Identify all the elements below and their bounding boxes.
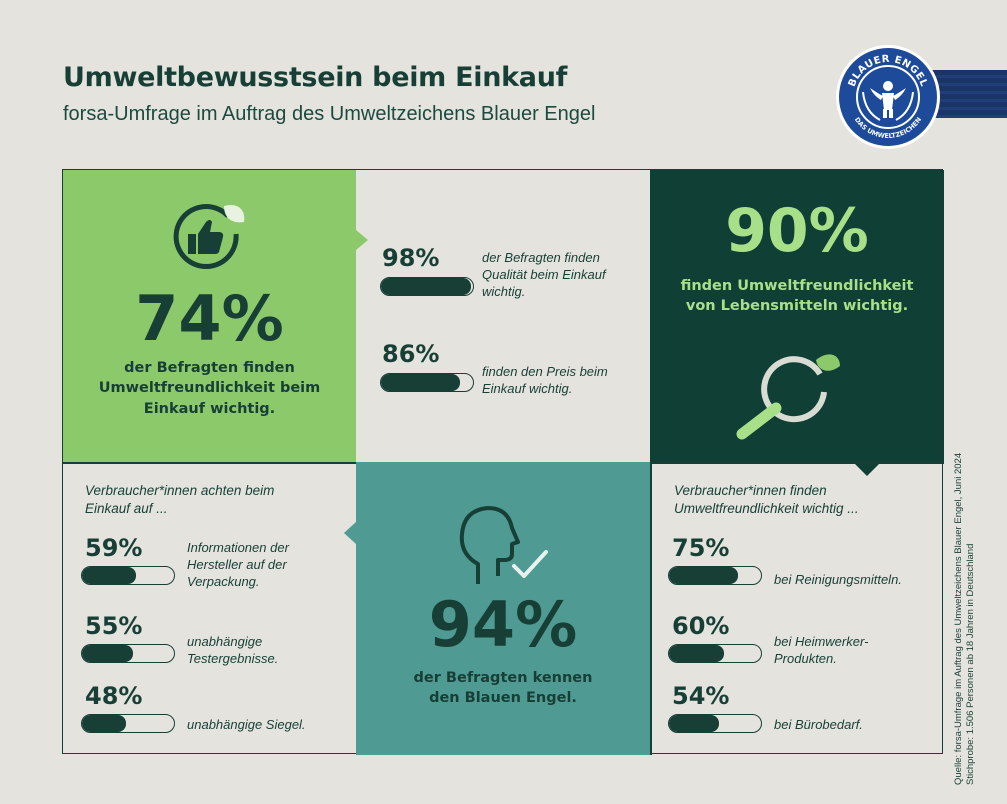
stats-grid: 74% der Befragten finden Umweltfreundlic… (62, 169, 944, 755)
desc-75: bei Reinigungsmitteln. (774, 572, 902, 589)
text-line: den Blauen Engel. (429, 690, 577, 707)
page-title: Umweltbewusstsein beim Einkauf (63, 62, 568, 93)
desc-55: unabhängige Testergebnisse. (187, 634, 278, 668)
panel-90-text: finden Umweltfreundlichkeit von Lebensmi… (650, 276, 944, 317)
text-line: finden Umweltfreundlichkeit (680, 278, 914, 294)
text-line: Umweltfreundlichkeit beim (98, 380, 321, 397)
blauer-engel-logo: BLAUER ENGEL DAS UMWELTZEICHEN (836, 45, 940, 149)
intro-text: Verbraucher*innen finden Umweltfreundlic… (674, 482, 859, 518)
text-line: unabhängige Siegel. (187, 717, 306, 732)
percent-75: 75% (672, 534, 730, 562)
text-line: Umweltfreundlichkeit wichtig ... (674, 501, 859, 517)
text-line: finden den Preis beim (482, 364, 608, 379)
bar-fill (669, 567, 738, 584)
panel-quality-price: 98% der Befragten finden Qualität beim E… (356, 170, 650, 462)
bar-fill (82, 567, 137, 584)
source-note: Quelle: forsa-Umfrage im Auftrag des Umw… (953, 453, 977, 785)
desc-54: bei Bürobedarf. (774, 717, 863, 734)
bar-fill (381, 278, 472, 295)
text-line: Einkauf wichtig. (482, 380, 573, 396)
panel-90: 90% finden Umweltfreundlichkeit von Lebe… (650, 170, 944, 462)
bar-fill (669, 645, 725, 662)
text-line: Einkauf auf ... (85, 501, 168, 517)
percent-59: 59% (85, 534, 143, 562)
text-line: bei Bürobedarf. (774, 717, 863, 732)
text-line: von Lebensmitteln wichtig. (685, 298, 909, 315)
percent-94: 94% (428, 588, 578, 661)
percent-90: 90% (725, 196, 869, 266)
percent-48: 48% (85, 682, 143, 710)
pointer-left (344, 522, 356, 544)
source-line: Quelle: forsa-Umfrage im Auftrag des Umw… (953, 452, 964, 785)
text-line: Verbraucher*innen achten beim (85, 483, 275, 498)
panel-74-text: der Befragten finden Umweltfreundlichkei… (63, 358, 356, 419)
pointer-down (853, 462, 881, 476)
panel-consumer-attention: Verbraucher*innen achten beim Einkauf au… (63, 462, 356, 755)
desc-59: Informationen der Hersteller auf der Ver… (187, 540, 289, 591)
bar-60 (668, 644, 762, 663)
text-line: Hersteller auf der (187, 556, 287, 572)
bar-48 (81, 714, 175, 733)
divider (650, 462, 652, 755)
text-line: Verpackung. (187, 573, 260, 589)
intro-text: Verbraucher*innen achten beim Einkauf au… (85, 482, 274, 518)
bar-75 (668, 566, 762, 585)
text-line: Produkten. (774, 650, 837, 666)
pointer-right (356, 230, 368, 250)
text-line: der Befragten kennen (413, 670, 593, 686)
text-line: der Befragten finden (124, 360, 295, 376)
panel-74: 74% der Befragten finden Umweltfreundlic… (63, 170, 356, 462)
bar-fill (669, 715, 719, 732)
text-line: wichtig. (482, 283, 526, 299)
percent-54: 54% (672, 682, 730, 710)
text-line: bei Reinigungsmitteln. (774, 572, 902, 587)
text-line: Einkauf wichtig. (143, 400, 276, 417)
percent-60: 60% (672, 612, 730, 640)
bar-98 (380, 277, 474, 296)
bar-fill (82, 645, 133, 662)
desc-48: unabhängige Siegel. (187, 717, 306, 734)
bar-fill (82, 715, 127, 732)
text-line: Verbraucher*innen finden (674, 483, 827, 498)
page-subtitle: forsa-Umfrage im Auftrag des Umweltzeich… (63, 103, 596, 125)
percent-86: 86% (382, 340, 440, 368)
desc-86: finden den Preis beim Einkauf wichtig. (482, 364, 608, 398)
bar-59 (81, 566, 175, 585)
magnifier-leaf-icon (736, 354, 840, 440)
panel-product-categories: Verbraucher*innen finden Umweltfreundlic… (650, 462, 944, 755)
panel-94: 94% der Befragten kennen den Blauen Enge… (356, 462, 650, 755)
bar-55 (81, 644, 175, 663)
bar-54 (668, 714, 762, 733)
text-line: unabhängige (187, 634, 263, 649)
text-line: Testergebnisse. (187, 650, 279, 666)
percent-98: 98% (382, 244, 440, 272)
text-line: Informationen der (187, 540, 289, 555)
source-line: Stichprobe: 1.506 Personen ab 18 Jahren … (964, 543, 976, 785)
percent-74: 74% (135, 282, 284, 355)
head-check-icon (459, 506, 548, 584)
bar-fill (381, 374, 461, 391)
text-line: der Befragten finden (482, 250, 600, 265)
bar-86 (380, 373, 474, 392)
desc-98: der Befragten finden Qualität beim Einka… (482, 250, 606, 301)
text-line: bei Heimwerker- (774, 634, 869, 649)
percent-55: 55% (85, 612, 143, 640)
text-line: Qualität beim Einkauf (482, 266, 606, 282)
panel-94-text: der Befragten kennen den Blauen Engel. (356, 668, 650, 709)
thumbs-up-leaf-icon (173, 204, 245, 270)
desc-60: bei Heimwerker- Produkten. (774, 634, 868, 668)
